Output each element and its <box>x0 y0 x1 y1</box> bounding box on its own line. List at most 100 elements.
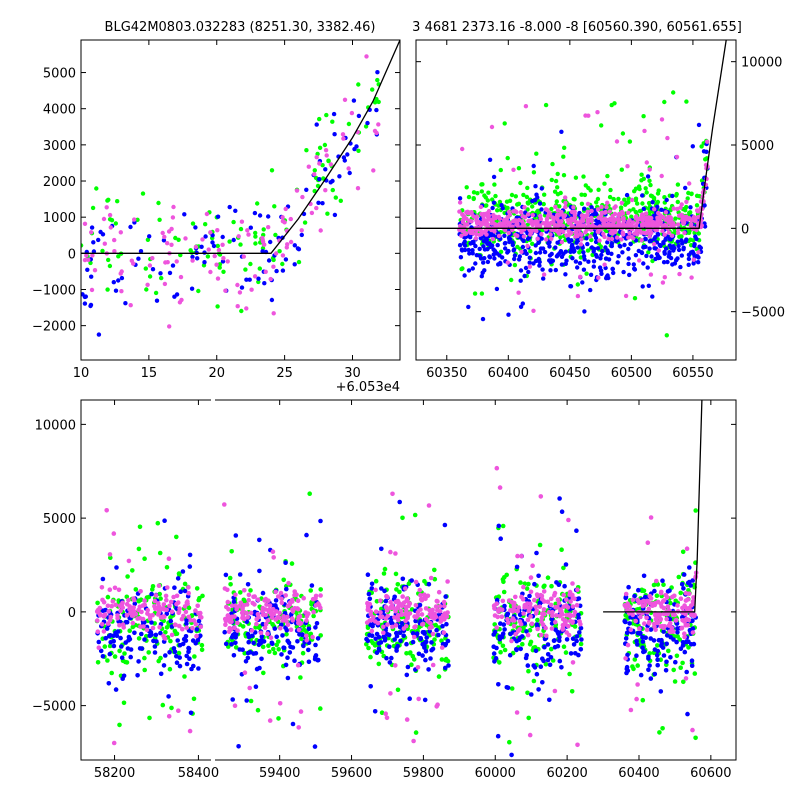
data-point <box>528 232 533 237</box>
data-point <box>589 208 594 214</box>
data-point <box>145 611 150 616</box>
data-point <box>162 607 168 612</box>
data-point <box>415 613 421 618</box>
data-point <box>655 620 660 626</box>
data-point <box>142 655 147 661</box>
data-point <box>284 586 289 592</box>
data-point <box>137 524 143 530</box>
data-point <box>648 193 654 198</box>
data-point <box>678 264 683 270</box>
data-point <box>426 581 432 587</box>
data-point <box>629 214 634 219</box>
data-point <box>330 119 335 124</box>
data-point <box>299 636 304 642</box>
data-point <box>505 260 510 265</box>
data-point <box>457 243 463 248</box>
data-point <box>646 283 651 288</box>
data-point <box>540 246 546 251</box>
data-point <box>521 234 527 239</box>
data-point <box>304 633 309 639</box>
data-point <box>181 613 186 619</box>
data-point <box>578 625 584 631</box>
data-point <box>117 648 122 654</box>
data-point <box>571 249 576 254</box>
data-point <box>379 586 384 591</box>
data-point <box>648 272 654 277</box>
data-point <box>549 583 554 589</box>
data-point <box>620 250 625 255</box>
data-point <box>147 633 152 638</box>
data-point <box>503 246 508 251</box>
data-point <box>638 672 644 678</box>
data-point <box>658 590 664 596</box>
data-point <box>578 647 584 652</box>
data-point <box>314 122 319 127</box>
data-point <box>558 228 564 233</box>
data-point <box>203 222 208 227</box>
data-point <box>497 199 503 205</box>
data-point <box>428 621 433 626</box>
data-point <box>101 599 107 605</box>
data-point <box>561 223 566 229</box>
data-point <box>562 145 567 150</box>
data-point <box>705 139 710 144</box>
data-point <box>346 166 351 171</box>
data-point <box>470 251 475 256</box>
data-point <box>312 168 317 173</box>
data-point <box>85 267 90 272</box>
data-point <box>623 591 629 597</box>
data-point <box>195 637 201 643</box>
data-point <box>403 604 409 610</box>
data-point <box>575 233 580 239</box>
data-point <box>542 644 547 650</box>
data-point <box>354 144 359 149</box>
data-point <box>149 620 154 625</box>
data-point <box>526 212 531 217</box>
data-point <box>190 258 195 263</box>
data-point <box>499 614 505 620</box>
data-point <box>605 273 610 278</box>
data-point <box>220 259 226 264</box>
data-point <box>196 666 201 671</box>
data-point <box>309 210 315 216</box>
data-point <box>248 588 253 593</box>
data-point <box>666 220 671 225</box>
model-curve <box>603 400 703 613</box>
data-point <box>626 261 631 267</box>
data-point <box>138 249 144 254</box>
data-point <box>649 254 654 259</box>
data-point <box>591 249 596 254</box>
data-point <box>544 633 549 639</box>
data-point <box>101 216 107 222</box>
data-point <box>652 671 658 677</box>
data-point <box>637 186 642 192</box>
data-point <box>170 215 176 220</box>
data-point <box>445 610 450 615</box>
data-point <box>567 612 573 617</box>
data-point <box>572 609 578 615</box>
data-point <box>258 630 264 636</box>
data-point <box>462 239 467 244</box>
data-point <box>475 221 480 226</box>
data-point <box>356 82 361 87</box>
data-point <box>144 287 149 292</box>
data-point <box>575 742 580 748</box>
data-point <box>512 262 518 268</box>
data-point <box>180 569 186 574</box>
data-point <box>318 228 323 233</box>
data-point <box>140 616 146 622</box>
data-point <box>288 239 294 245</box>
data-point <box>545 642 551 647</box>
data-point <box>347 170 352 176</box>
data-point <box>609 222 614 228</box>
data-point <box>269 297 275 303</box>
data-point <box>246 592 252 598</box>
data-point <box>272 650 278 656</box>
data-point <box>199 615 204 620</box>
data-point <box>398 608 404 614</box>
data-point <box>530 212 535 218</box>
data-point <box>121 625 126 630</box>
data-point <box>588 234 593 239</box>
data-point <box>222 629 227 635</box>
